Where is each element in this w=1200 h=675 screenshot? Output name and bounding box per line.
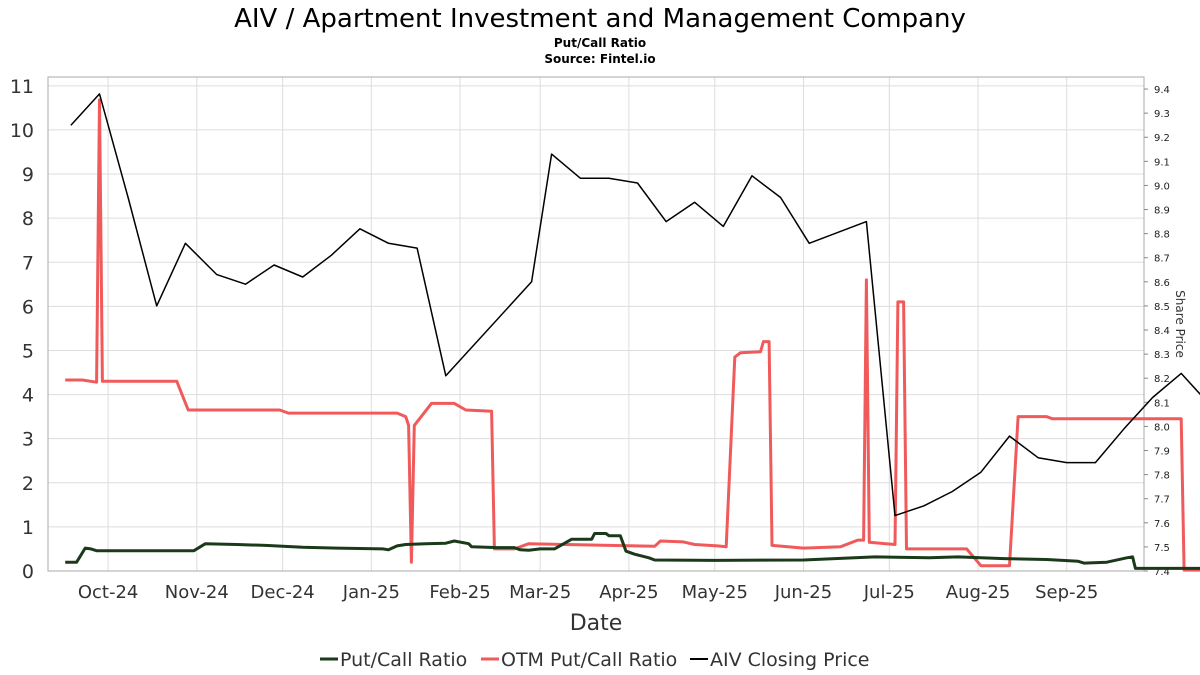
right-tick-label: 8.1 [1154, 398, 1170, 409]
right-tick-label: 8.3 [1154, 350, 1170, 361]
series-line-otm-put-call-ratio [65, 98, 1200, 572]
right-tick-label: 8.4 [1154, 326, 1170, 337]
right-axis-ticks: 7.4 7.5 7.6 7.7 7.8 7.9 8.0 8.1 8.2 8.3 8.4 8.5 8.6 8… [1144, 85, 1170, 578]
right-tick-label: 7.5 [1154, 543, 1170, 554]
right-tick-label: 8.6 [1154, 278, 1170, 289]
right-tick-label: 8.7 [1154, 254, 1170, 265]
right-tick-label: 9.3 [1154, 109, 1170, 120]
right-tick-label: 9.2 [1154, 133, 1170, 144]
x-tick-label: Apr-25 [599, 582, 658, 603]
right-tick-label: 8.2 [1154, 374, 1170, 385]
series-lines [65, 93, 1200, 572]
chart-source: Source: Fintel.io [544, 52, 655, 66]
chart-title: AIV / Apartment Investment and Managemen… [234, 4, 966, 34]
x-tick-label: Aug-25 [946, 582, 1011, 603]
left-axis-ticks: 0 1 2 3 4 5 6 7 8 9 10 11 [10, 76, 34, 583]
plot-area [47, 76, 1145, 572]
right-tick-label: 9.0 [1154, 181, 1170, 192]
right-axis-label: Share Price [1173, 290, 1187, 358]
x-tick-label: Jan-25 [342, 582, 400, 603]
x-axis-ticks: Oct-24 Nov-24 Dec-24 Jan-25 Feb-25 Mar-25 Apr-… [78, 582, 1099, 603]
left-tick-label: 6 [22, 296, 34, 318]
x-tick-label: Feb-25 [429, 582, 490, 603]
x-tick-label: May-25 [682, 582, 748, 603]
x-tick-label: Nov-24 [165, 582, 229, 603]
left-tick-label: 3 [22, 429, 34, 451]
right-tick-label: 8.0 [1154, 422, 1170, 433]
chart-subtitle: Put/Call Ratio [554, 36, 646, 50]
x-axis-label: Date [570, 611, 623, 636]
right-tick-label: 9.4 [1154, 85, 1170, 96]
grid [48, 77, 1144, 572]
left-tick-label: 11 [10, 76, 34, 98]
legend-label-put-call: Put/Call Ratio [340, 649, 467, 671]
right-tick-label: 8.8 [1154, 230, 1170, 241]
left-tick-label: 2 [22, 473, 34, 495]
right-tick-label: 7.6 [1154, 519, 1170, 530]
left-tick-label: 7 [22, 252, 34, 274]
x-tick-label: Jun-25 [774, 582, 833, 603]
left-tick-label: 8 [22, 208, 34, 230]
left-tick-label: 5 [22, 340, 34, 362]
left-tick-label: 4 [22, 385, 34, 407]
right-tick-label: 7.8 [1154, 471, 1170, 482]
x-tick-label: Sep-25 [1035, 582, 1098, 603]
right-tick-label: 7.4 [1154, 567, 1170, 578]
x-tick-label: Oct-24 [78, 582, 139, 603]
right-tick-label: 8.5 [1154, 302, 1170, 313]
x-tick-label: Mar-25 [509, 582, 571, 603]
right-tick-label: 9.1 [1154, 157, 1170, 168]
left-tick-label: 1 [22, 517, 34, 539]
series-line-put-call-ratio [65, 532, 1200, 570]
left-tick-label: 0 [22, 561, 34, 583]
x-tick-label: Jul-25 [863, 582, 915, 603]
left-tick-label: 10 [10, 120, 34, 142]
legend-label-closing-price: AIV Closing Price [710, 649, 869, 671]
right-tick-label: 7.9 [1154, 447, 1170, 458]
left-tick-label: 9 [22, 164, 34, 186]
x-tick-label: Dec-24 [251, 582, 315, 603]
series-line-aiv-closing-price [70, 93, 1200, 517]
legend: Put/Call Ratio OTM Put/Call Ratio AIV Cl… [320, 649, 869, 671]
legend-label-otm: OTM Put/Call Ratio [501, 649, 677, 671]
right-tick-label: 8.9 [1154, 206, 1170, 217]
right-tick-label: 7.7 [1154, 495, 1170, 506]
